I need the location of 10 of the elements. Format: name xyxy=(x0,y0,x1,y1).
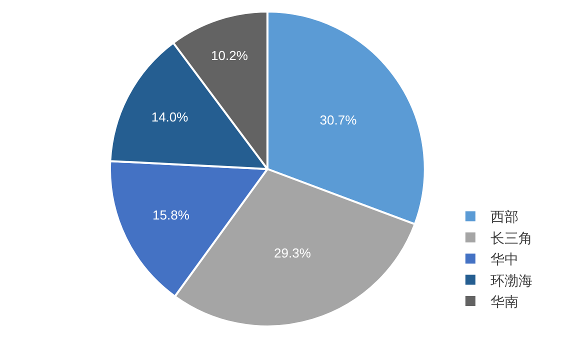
data-label: 14.0% xyxy=(151,110,189,125)
legend-label: 华中 xyxy=(490,252,518,268)
data-label: 10.2% xyxy=(211,48,248,63)
data-label: 29.3% xyxy=(274,245,312,260)
data-label: 30.7% xyxy=(320,112,358,128)
legend-label: 环渤海 xyxy=(490,273,532,290)
legend-label: 西部 xyxy=(490,210,518,226)
legend-label: 长三角 xyxy=(490,230,532,247)
legend-label: 华南 xyxy=(490,294,518,310)
data-label: 15.8% xyxy=(152,208,190,223)
